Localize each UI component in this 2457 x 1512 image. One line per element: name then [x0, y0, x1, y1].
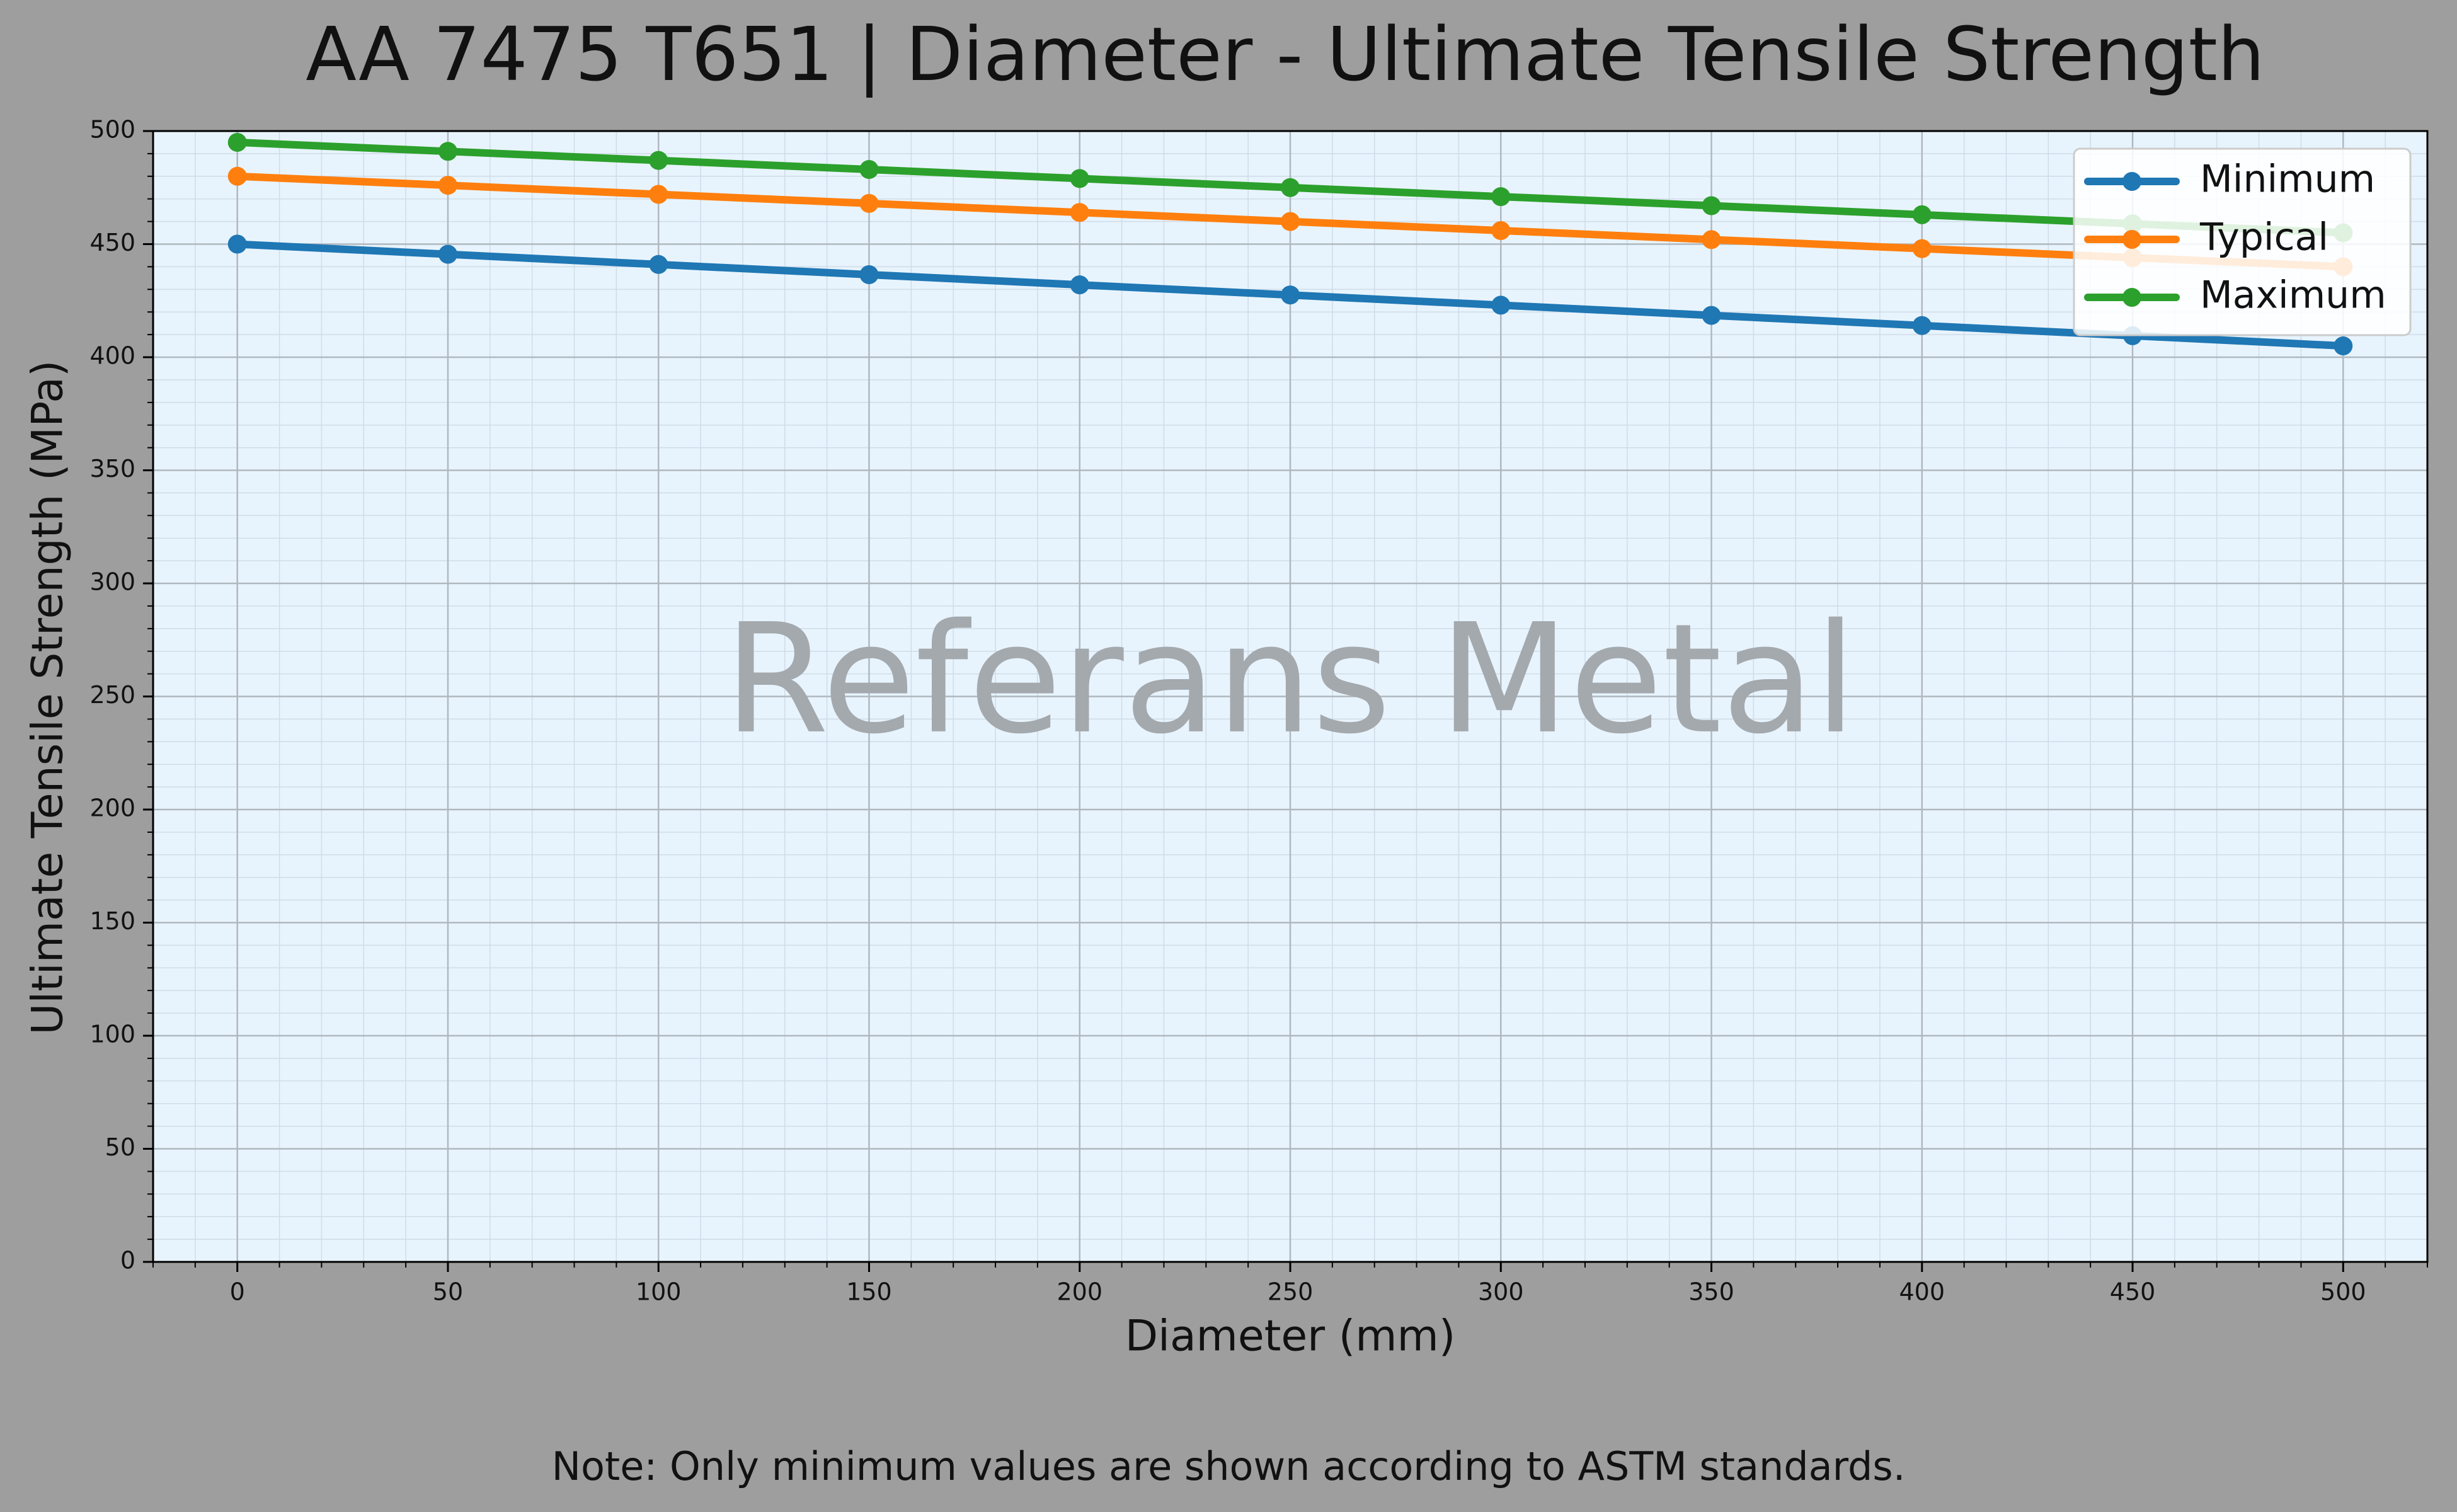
legend-item-typical: Typical: [2084, 215, 2328, 260]
data-point: [227, 132, 247, 152]
x-tick-label: 500: [2320, 1278, 2366, 1306]
data-point: [1491, 295, 1511, 315]
x-tick-label: 250: [1268, 1278, 1314, 1306]
series-typical: [227, 166, 2353, 277]
legend-swatch-marker: [2122, 172, 2141, 191]
data-point: [227, 166, 247, 186]
data-point: [859, 265, 879, 284]
data-point: [649, 151, 668, 170]
y-tick-label: 100: [89, 1021, 135, 1048]
data-point: [1702, 306, 1721, 325]
data-point: [649, 255, 668, 274]
y-tick-label: 350: [89, 455, 135, 483]
x-tick-label: 400: [1899, 1278, 1945, 1306]
data-point: [1491, 220, 1511, 240]
legend-swatch-marker: [2122, 288, 2141, 307]
y-axis-label: Ultimate Tensile Strength (MPa): [23, 360, 73, 1035]
series-minimum: [227, 234, 2353, 356]
y-tick-label: 200: [89, 794, 135, 822]
data-point: [438, 142, 457, 161]
x-tick-label: 0: [230, 1278, 245, 1306]
data-point: [1281, 178, 1300, 197]
data-point: [438, 176, 457, 195]
x-tick-label: 350: [1688, 1278, 1734, 1306]
data-point: [859, 193, 879, 213]
data-point: [649, 185, 668, 204]
legend: Minimum Typical Maximum: [2073, 147, 2412, 336]
data-point: [1912, 316, 1932, 335]
x-tick-label: 300: [1478, 1278, 1524, 1306]
legend-swatch-marker: [2122, 230, 2141, 249]
chart-title: AA 7475 T651 | Diameter - Ultimate Tensi…: [306, 11, 2264, 98]
data-point: [1070, 275, 1089, 295]
data-point: [859, 160, 879, 180]
data-point: [1281, 212, 1300, 231]
data-point: [1912, 239, 1932, 258]
data-point: [1702, 230, 1721, 249]
y-tick-label: 0: [120, 1247, 135, 1274]
x-tick-label: 450: [2110, 1278, 2156, 1306]
data-point: [227, 234, 247, 254]
footnote: Note: Only minimum values are shown acco…: [552, 1443, 1906, 1489]
y-tick-label: 450: [89, 229, 135, 256]
data-point: [1491, 187, 1511, 207]
legend-item-maximum: Maximum: [2084, 273, 2386, 318]
y-tick-label: 300: [89, 568, 135, 596]
y-tick-label: 250: [89, 681, 135, 709]
x-axis-label: Diameter (mm): [1125, 1312, 1456, 1361]
legend-label: Minimum: [2200, 158, 2375, 202]
x-tick-label: 100: [636, 1278, 682, 1306]
x-tick-label: 50: [433, 1278, 463, 1306]
data-point: [2334, 336, 2353, 356]
data-point: [1070, 169, 1089, 188]
data-point: [1281, 285, 1300, 305]
legend-box: [2073, 147, 2412, 336]
x-tick-label: 150: [846, 1278, 892, 1306]
data-point: [438, 244, 457, 264]
watermark-text: Referans Metal: [724, 591, 1857, 767]
data-point: [1912, 205, 1932, 224]
legend-label: Typical: [2199, 215, 2328, 260]
legend-label: Maximum: [2200, 273, 2386, 318]
data-point: [1702, 196, 1721, 215]
y-tick-label: 150: [89, 907, 135, 935]
y-tick-label: 50: [105, 1133, 135, 1161]
y-tick-label: 400: [89, 342, 135, 370]
x-tick-label: 200: [1057, 1278, 1102, 1306]
y-tick-label: 500: [89, 116, 135, 144]
data-point: [1070, 203, 1089, 222]
legend-item-minimum: Minimum: [2084, 158, 2375, 202]
